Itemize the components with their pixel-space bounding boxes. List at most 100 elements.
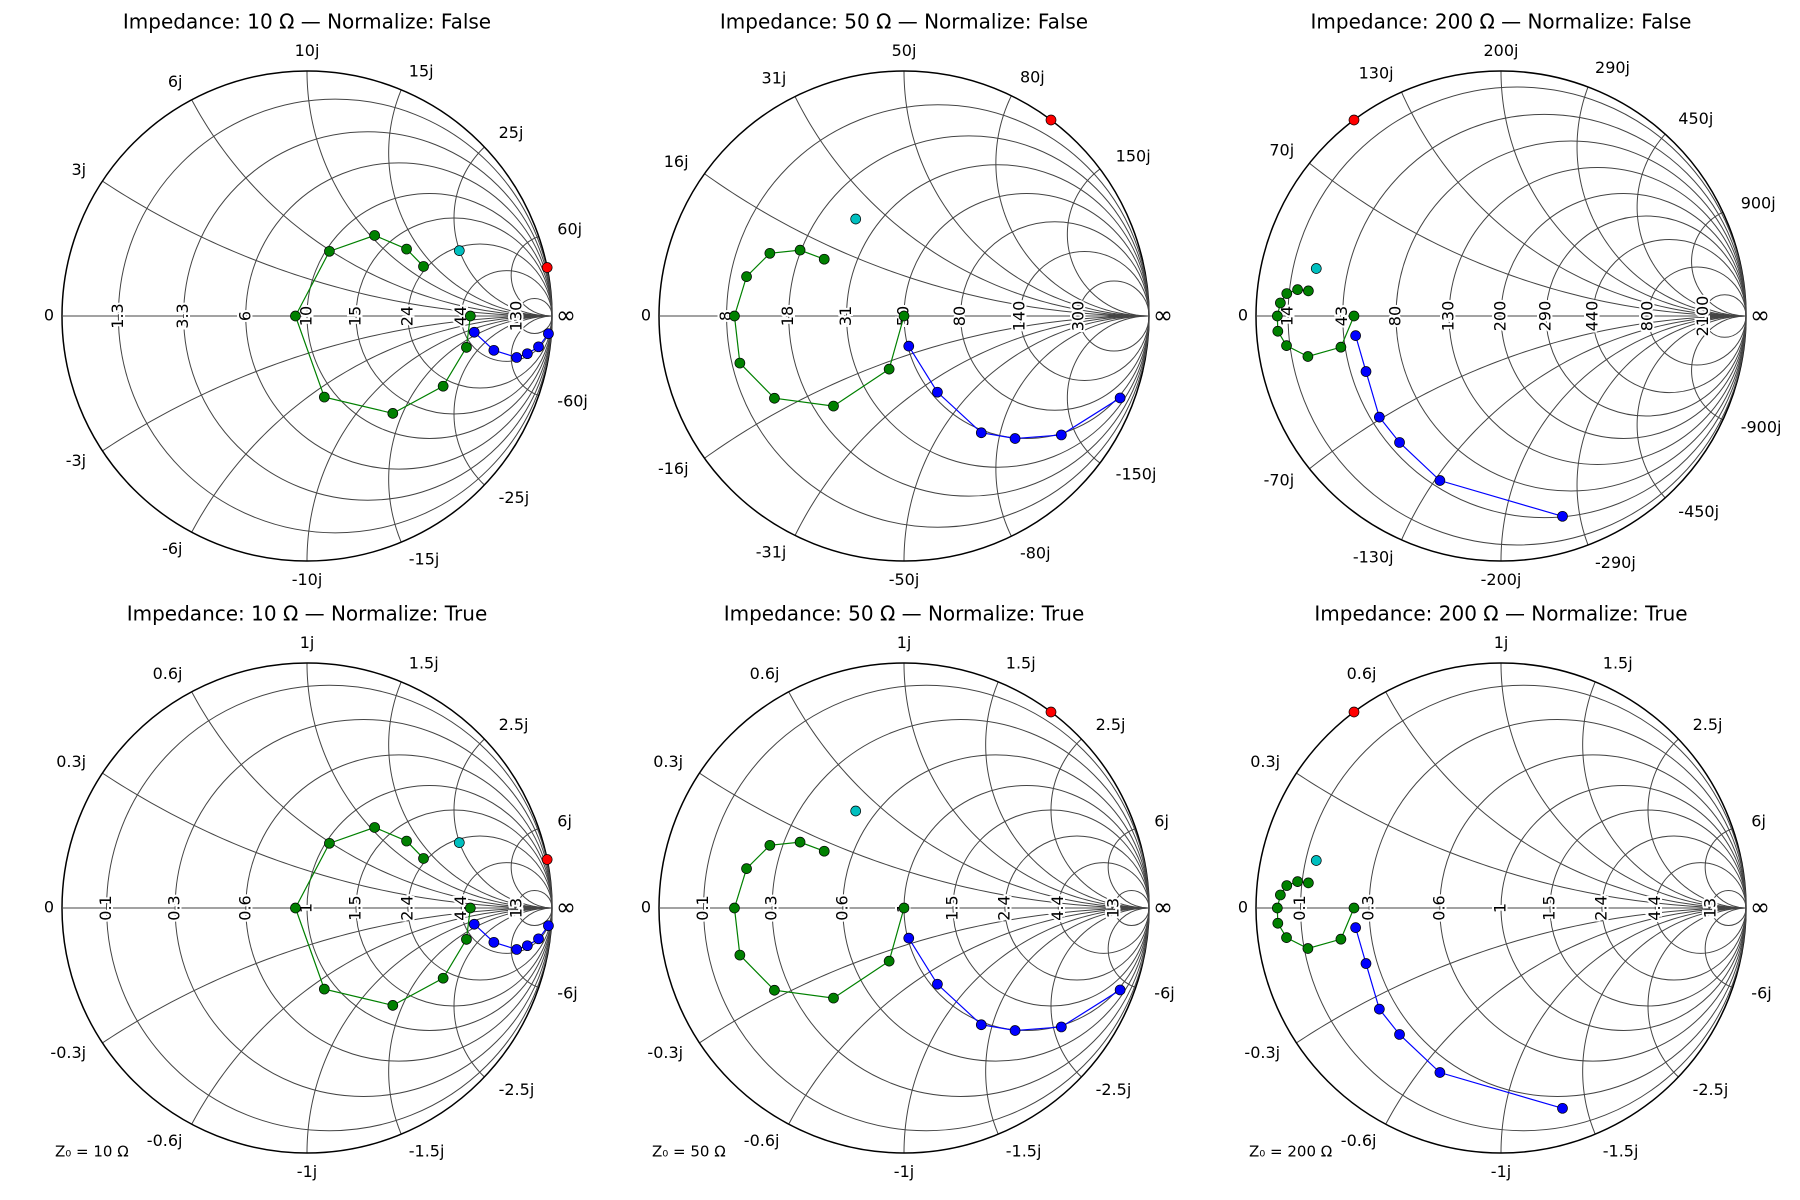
data-point bbox=[1310, 263, 1322, 274]
r-tick-label: 4.4 bbox=[1645, 895, 1664, 920]
data-point bbox=[290, 310, 301, 322]
data-point bbox=[1350, 922, 1361, 933]
data-point bbox=[1292, 876, 1303, 887]
data-point bbox=[1272, 325, 1284, 337]
r-tick-label: 0.6 bbox=[832, 895, 851, 920]
x-tick-label: 50j bbox=[892, 41, 917, 60]
infinity-label: ∞ bbox=[1153, 893, 1173, 921]
infinity-label: ∞ bbox=[556, 893, 576, 921]
data-point bbox=[1335, 933, 1347, 945]
x-tick-label: -1.5j bbox=[1603, 1142, 1639, 1161]
grid-arc bbox=[1576, 86, 1746, 317]
r-tick-label: 200 bbox=[1491, 301, 1510, 332]
x-tick-label: 150j bbox=[1116, 147, 1151, 166]
chart-title: Impedance: 10 Ω — Normalize: True bbox=[127, 602, 488, 626]
x-tick-label: 3j bbox=[71, 160, 86, 179]
r-tick-label: 440 bbox=[1582, 301, 1601, 332]
data-point bbox=[453, 837, 465, 848]
r-tick-label: 1.3 bbox=[108, 303, 127, 328]
x-tick-label: 0.3j bbox=[56, 752, 86, 771]
data-point bbox=[1348, 310, 1360, 322]
data-point bbox=[741, 863, 752, 874]
x-tick-label: 2.5j bbox=[1693, 715, 1723, 734]
x-tick-label: 0.6j bbox=[750, 664, 780, 683]
x-tick-label: 80j bbox=[1020, 68, 1045, 87]
data-point bbox=[1055, 1021, 1067, 1033]
data-point bbox=[1303, 285, 1314, 297]
r-tick-label: 24 bbox=[397, 306, 416, 326]
grid-arc bbox=[985, 907, 1149, 1135]
x-tick-label: -2.5j bbox=[1096, 1080, 1132, 1099]
x-tick-label: -0.3j bbox=[50, 1043, 86, 1062]
infinity-label: ∞ bbox=[556, 301, 576, 329]
x-tick-label: 6j bbox=[1751, 812, 1766, 831]
x-tick-label: -900j bbox=[1741, 418, 1782, 437]
x-tick-label: 1.5j bbox=[1006, 653, 1036, 672]
x-tick-label: -1j bbox=[894, 1162, 914, 1181]
x-tick-label: 450j bbox=[1678, 109, 1713, 128]
data-point bbox=[1348, 902, 1360, 914]
x-tick-label: -10j bbox=[292, 570, 323, 589]
smith-chart: Impedance: 10 Ω — Normalize: True 0.3j 0.6… bbox=[44, 602, 578, 1182]
data-point bbox=[764, 839, 776, 851]
series-line bbox=[1276, 289, 1355, 358]
x-tick-label: 900j bbox=[1741, 193, 1776, 212]
r-tick-label: 290 bbox=[1536, 301, 1555, 332]
data-point bbox=[468, 326, 480, 338]
x-tick-label: -6j bbox=[162, 539, 182, 558]
r-tick-label: 80 bbox=[1386, 306, 1405, 326]
r-tick-label: 1 bbox=[1491, 903, 1510, 913]
data-point bbox=[1271, 310, 1283, 322]
data-point bbox=[850, 213, 862, 225]
r-tick-label: 10 bbox=[297, 306, 316, 326]
r-tick-label: 1.5 bbox=[943, 895, 962, 920]
x-tick-label: 1j bbox=[300, 633, 315, 652]
smith-chart: Impedance: 10 Ω — Normalize: False 3j 6j 10… bbox=[44, 10, 588, 590]
x-tick-label: 10j bbox=[295, 41, 320, 60]
data-point bbox=[437, 380, 449, 392]
r-tick-label: 31 bbox=[836, 306, 855, 326]
data-point bbox=[1374, 1003, 1385, 1015]
x-tick-label: -25j bbox=[499, 488, 530, 507]
x-tick-label: 16j bbox=[664, 152, 689, 171]
x-tick-label: 1j bbox=[1494, 633, 1509, 652]
r-tick-label: 4.4 bbox=[1048, 895, 1067, 920]
data-point bbox=[1348, 114, 1360, 126]
data-point bbox=[903, 340, 915, 352]
r-tick-label: 140 bbox=[1010, 301, 1029, 332]
r-tick-label: 2.4 bbox=[1591, 895, 1610, 920]
r-tick-label: 18 bbox=[778, 306, 797, 326]
data-point bbox=[1045, 706, 1057, 718]
data-point bbox=[418, 853, 429, 864]
data-point bbox=[1281, 340, 1292, 351]
r-tick-label: 0.1 bbox=[1290, 895, 1309, 920]
data-point bbox=[541, 854, 553, 865]
data-point bbox=[290, 902, 301, 914]
r-tick-label: 0 bbox=[641, 306, 651, 325]
data-point bbox=[1275, 297, 1286, 309]
data-point bbox=[1348, 706, 1360, 718]
data-point bbox=[898, 902, 910, 914]
data-point bbox=[1114, 392, 1126, 404]
r-tick-label: 2.4 bbox=[994, 895, 1013, 920]
smith-chart: Impedance: 200 Ω — Normalize: True 0.3j 0.… bbox=[1238, 602, 1772, 1182]
x-tick-label: 6j bbox=[168, 72, 183, 91]
x-tick-label: -1.5j bbox=[1006, 1142, 1042, 1161]
x-tick-label: 15j bbox=[409, 61, 434, 80]
x-tick-label: -3j bbox=[66, 451, 86, 470]
data-point bbox=[794, 244, 806, 256]
r-tick-label: 0.6 bbox=[1429, 895, 1448, 920]
r-tick-label: 80 bbox=[950, 306, 969, 326]
data-point bbox=[1009, 433, 1021, 444]
r-tick-label: 130 bbox=[1439, 301, 1458, 332]
x-tick-label: -450j bbox=[1678, 502, 1719, 521]
chart-title: Impedance: 50 Ω — Normalize: False bbox=[720, 10, 1088, 34]
smith-chart: Impedance: 50 Ω — Normalize: False 16j 31j… bbox=[641, 10, 1173, 590]
r-tick-label: 0 bbox=[44, 306, 54, 325]
chart-title: Impedance: 200 Ω — Normalize: False bbox=[1311, 10, 1692, 34]
series-line bbox=[294, 234, 471, 415]
data-point bbox=[1374, 411, 1385, 423]
x-tick-label: 1j bbox=[897, 633, 912, 652]
data-point bbox=[932, 978, 943, 990]
